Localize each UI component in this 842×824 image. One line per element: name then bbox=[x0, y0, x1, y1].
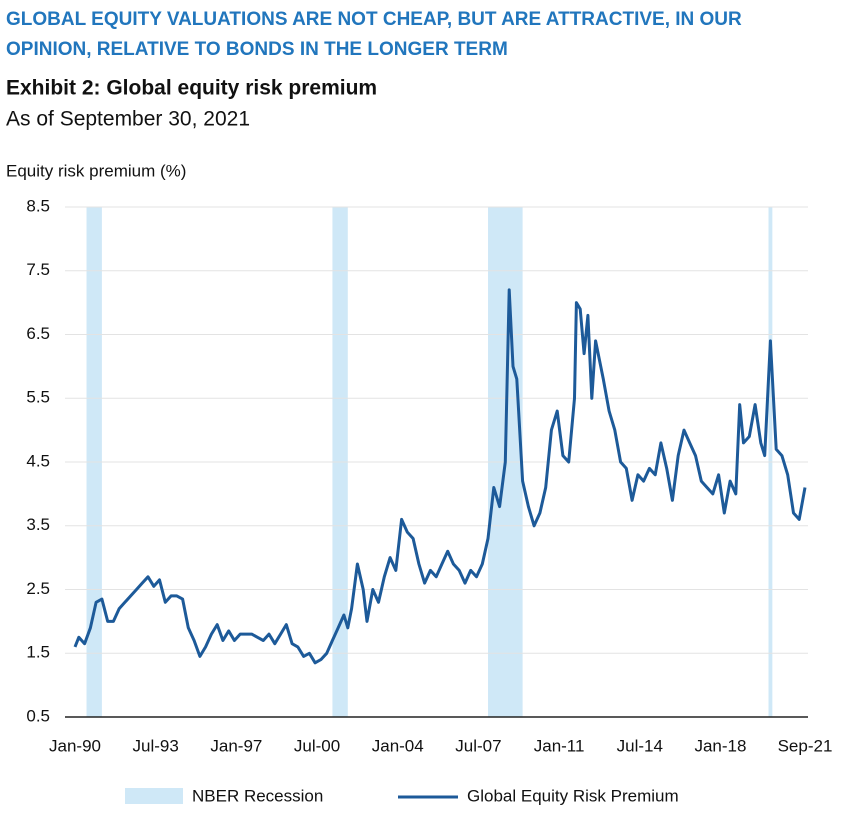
x-tick-label: Jan-97 bbox=[210, 736, 262, 755]
x-tick-label: Jul-00 bbox=[294, 736, 340, 755]
y-tick-label: 8.5 bbox=[26, 196, 50, 215]
y-tick-label: 2.5 bbox=[26, 579, 50, 598]
y-tick-label: 0.5 bbox=[26, 706, 50, 725]
headline: GLOBAL EQUITY VALUATIONS ARE NOT CHEAP, … bbox=[6, 9, 742, 30]
x-tick-label: Jul-93 bbox=[133, 736, 179, 755]
chart-subtitle: As of September 30, 2021 bbox=[6, 108, 250, 131]
y-tick-label: 5.5 bbox=[26, 388, 50, 407]
legend-swatch bbox=[125, 788, 183, 804]
y-tick-label: 4.5 bbox=[26, 451, 50, 470]
x-tick-label: Jan-04 bbox=[372, 736, 424, 755]
y-tick-label: 1.5 bbox=[26, 643, 50, 662]
y-tick-label: 6.5 bbox=[26, 324, 50, 343]
y-axis-label: Equity risk premium (%) bbox=[6, 161, 186, 180]
x-tick-label: Jul-14 bbox=[617, 736, 663, 755]
x-tick-label: Jan-18 bbox=[694, 736, 746, 755]
x-tick-label: Jan-11 bbox=[534, 736, 585, 755]
x-tick-label: Jul-07 bbox=[455, 736, 501, 755]
legend-label: Global Equity Risk Premium bbox=[467, 786, 679, 805]
y-tick-label: 3.5 bbox=[26, 515, 50, 534]
y-tick-label: 7.5 bbox=[26, 260, 50, 279]
line-series bbox=[73, 288, 807, 665]
chart-title: Exhibit 2: Global equity risk premium bbox=[6, 77, 377, 100]
headline: OPINION, RELATIVE TO BONDS IN THE LONGER… bbox=[6, 39, 508, 60]
x-tick-label: Sep-21 bbox=[778, 736, 833, 755]
legend-label: NBER Recession bbox=[192, 786, 323, 805]
x-tick-label: Jan-90 bbox=[49, 736, 101, 755]
